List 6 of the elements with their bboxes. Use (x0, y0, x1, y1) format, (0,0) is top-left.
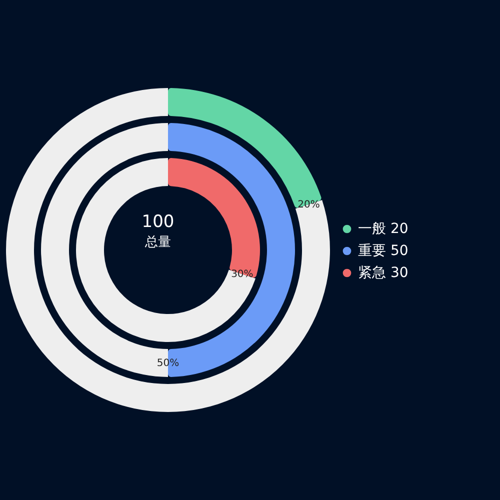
data-label: 50% (156, 358, 180, 369)
legend-label: 一般 20 (358, 221, 408, 237)
text: 总量 (144, 235, 171, 250)
legend-label: 重要 50 (358, 243, 408, 259)
text: 100 (142, 212, 174, 232)
legend-label: 紧急 30 (358, 265, 408, 281)
